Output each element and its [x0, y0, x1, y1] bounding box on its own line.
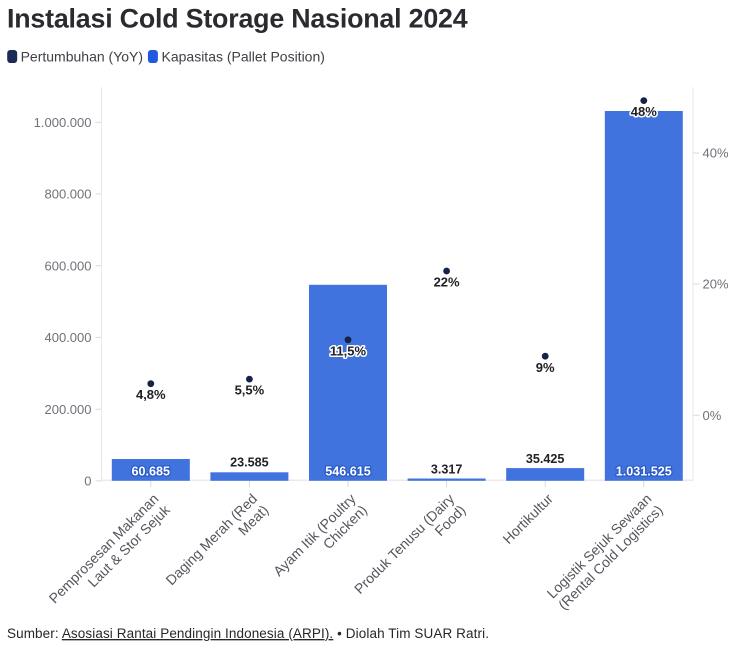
svg-text:20%: 20% — [703, 277, 729, 292]
svg-text:Produk Tenusu (DairyFood): Produk Tenusu (DairyFood) — [351, 490, 469, 608]
svg-text:Pertumbuhan (YoY): Pertumbuhan (YoY) — [21, 48, 143, 64]
svg-text:Ayam Itik (PoultryChicken): Ayam Itik (PoultryChicken) — [270, 490, 370, 590]
svg-text:0%: 0% — [703, 408, 722, 423]
svg-text:40%: 40% — [703, 146, 729, 161]
svg-text:200.000: 200.000 — [45, 402, 92, 417]
svg-text:400.000: 400.000 — [45, 330, 92, 345]
svg-text:Sumber: Asosiasi Rantai Pendin: Sumber: Asosiasi Rantai Pendingin Indone… — [7, 626, 489, 641]
svg-text:35.425: 35.425 — [526, 452, 565, 466]
svg-text:0: 0 — [84, 474, 91, 489]
svg-text:5,5%: 5,5% — [235, 383, 265, 398]
svg-text:Pemprosesan MakananLaut & Stor: Pemprosesan MakananLaut & Stor Sejuk — [46, 490, 174, 618]
svg-text:Kapasitas (Pallet Position): Kapasitas (Pallet Position) — [162, 48, 325, 64]
svg-text:60.685: 60.685 — [132, 464, 171, 478]
svg-text:600.000: 600.000 — [45, 258, 92, 273]
svg-text:Logistik Sejuk Sewaan(Rental C: Logistik Sejuk Sewaan(Rental Cold Logist… — [544, 490, 666, 612]
svg-text:48%: 48% — [631, 104, 657, 119]
svg-text:1.000.000: 1.000.000 — [34, 115, 92, 130]
svg-text:11,5%: 11,5% — [330, 343, 367, 358]
svg-text:4,8%: 4,8% — [136, 387, 166, 402]
svg-text:3.317: 3.317 — [431, 463, 463, 477]
svg-text:800.000: 800.000 — [45, 187, 92, 202]
svg-text:9%: 9% — [536, 360, 555, 375]
svg-text:23.585: 23.585 — [230, 456, 269, 470]
svg-text:1.031.525: 1.031.525 — [616, 464, 672, 478]
svg-text:Daging Merah (RedMeat): Daging Merah (RedMeat) — [162, 490, 271, 599]
svg-text:Hortikultur: Hortikultur — [499, 490, 556, 547]
svg-text:546.615: 546.615 — [325, 464, 371, 478]
svg-text:22%: 22% — [434, 275, 460, 290]
svg-text:Instalasi Cold Storage Nasiona: Instalasi Cold Storage Nasional 2024 — [7, 3, 468, 33]
